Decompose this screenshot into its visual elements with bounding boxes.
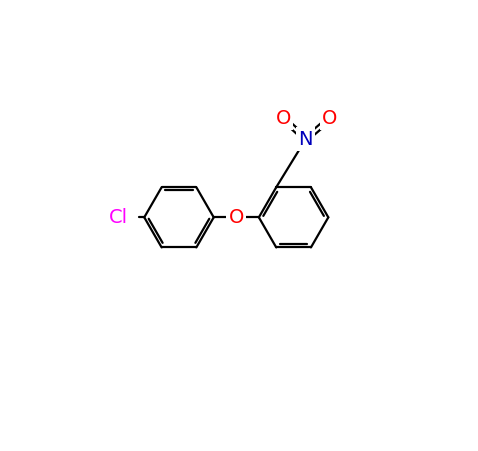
Text: N: N [298, 130, 313, 149]
Text: Cl: Cl [109, 208, 128, 227]
Text: O: O [275, 109, 291, 128]
Text: O: O [228, 208, 244, 227]
Text: O: O [322, 109, 338, 128]
